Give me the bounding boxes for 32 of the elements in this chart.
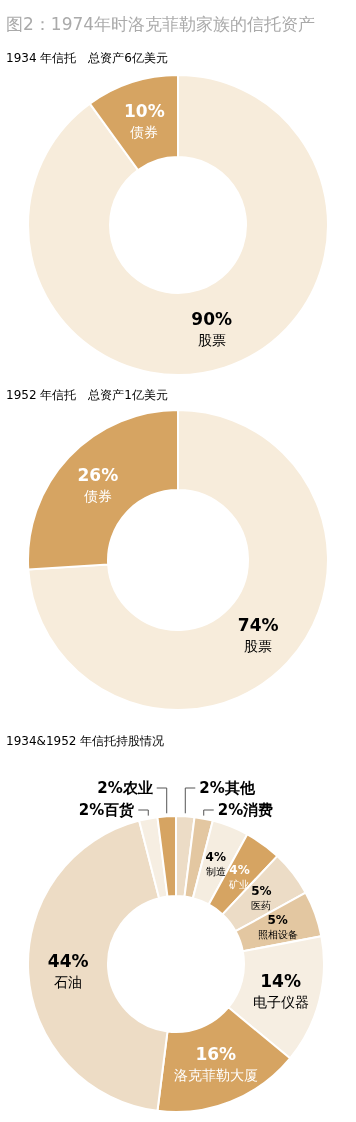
chart-title: 1952 年信托 总资产1亿美元 (6, 388, 168, 402)
data-label: 90% (191, 308, 233, 329)
chart-title: 图2：1974年时洛克菲勒家族的信托资产 (6, 14, 316, 34)
data-label: 74% (237, 615, 279, 636)
slice-label: 股票 (197, 331, 226, 348)
data-label: 4% (229, 862, 250, 877)
slice-label: 2%其他 (199, 779, 256, 797)
data-label: 5% (251, 883, 272, 898)
chart-title: 1934&1952 年信托持股情况 (6, 734, 165, 748)
slice-label: 医药 (251, 899, 272, 911)
slice-label: 债券 (130, 124, 159, 141)
slice-label: 2%百货 (78, 801, 136, 819)
data-label: 44% (47, 950, 89, 971)
data-label: 5% (267, 913, 288, 928)
data-label: 26% (77, 464, 119, 485)
data-label: 14% (260, 970, 301, 991)
slice-label: 照相设备 (257, 929, 298, 941)
slice-label: 矿业 (228, 878, 250, 890)
slice-label: 石油 (54, 973, 83, 990)
data-label: 16% (195, 1044, 237, 1065)
slice-label: 股票 (244, 638, 273, 655)
slice-label: 2%消费 (217, 801, 274, 819)
slice-label: 2%农业 (97, 779, 153, 797)
chart-subtitle: 1934 年信托 总资产6亿美元 (6, 51, 168, 65)
donut-slice (27, 74, 329, 376)
slice-label: 债券 (83, 487, 112, 504)
slice-label: 洛克菲勒大厦 (173, 1067, 258, 1084)
donut-slice (27, 409, 329, 711)
data-label: 10% (123, 101, 165, 122)
slice-label: 电子仪器 (252, 993, 309, 1010)
slice-label: 制造 (205, 865, 226, 877)
data-label: 4% (205, 849, 226, 864)
